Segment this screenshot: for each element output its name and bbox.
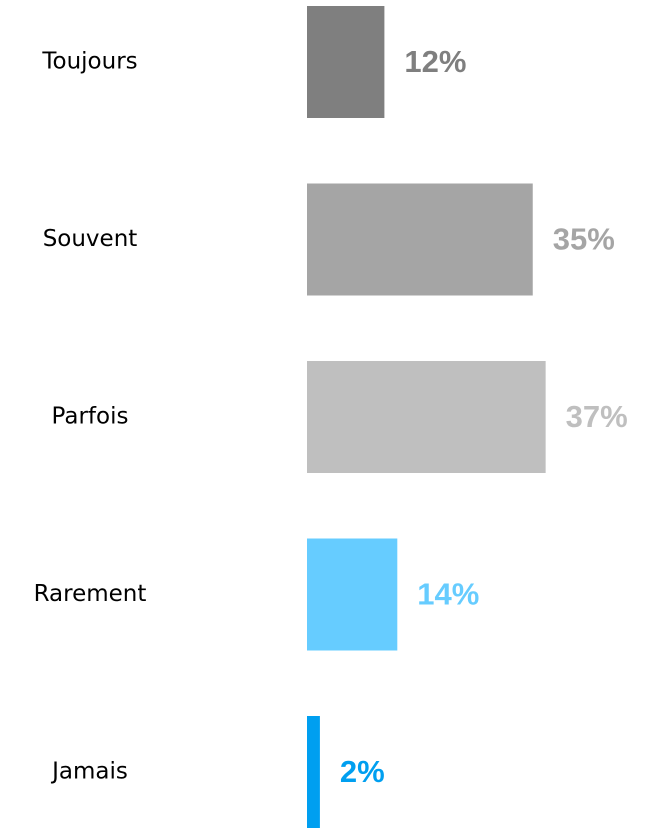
category-label: Jamais [50,759,128,785]
category-label: Souvent [43,226,138,252]
value-label: 35% [553,222,615,257]
value-label: 12% [404,44,466,79]
bar [307,183,533,296]
value-label: 2% [340,754,385,789]
value-label: 14% [417,577,479,612]
bar [307,361,546,473]
bar [307,538,398,651]
category-label: Rarement [34,581,147,607]
category-label: Parfois [52,404,129,430]
bar [307,6,385,118]
category-label: Toujours [41,49,137,75]
bar [307,716,320,828]
value-label: 37% [566,399,628,434]
